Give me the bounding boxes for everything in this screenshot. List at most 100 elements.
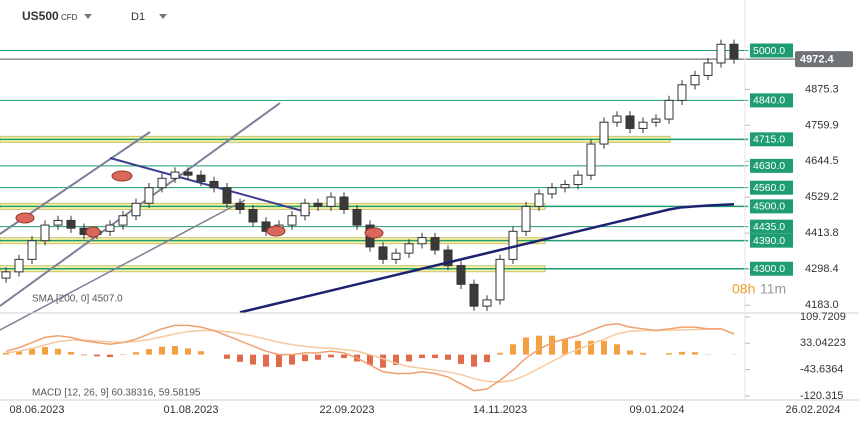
candle-body (54, 220, 62, 225)
candle-body (197, 175, 205, 181)
macd-histogram-bar (133, 352, 139, 354)
macd-histogram-bar (536, 336, 542, 355)
macd-histogram-bar (263, 355, 269, 367)
level-label: 5000.0 (753, 45, 785, 57)
macd-histogram-bar (250, 355, 256, 365)
macd-histogram-bar (666, 353, 672, 354)
macd-histogram-bar (159, 347, 165, 355)
macd-histogram-bar (614, 344, 620, 354)
y-tick-label: 4529.2 (805, 191, 839, 203)
candle-body (184, 172, 192, 175)
candle-body (704, 63, 712, 75)
level-label: 4300.0 (753, 263, 785, 275)
x-tick-label: 01.08.2023 (163, 404, 218, 416)
macd-histogram-bar (315, 355, 321, 360)
symbol[interactable]: US500 (22, 9, 59, 23)
macd-histogram-bar (523, 337, 529, 354)
macd-histogram-bar (29, 349, 35, 355)
marker (112, 171, 132, 181)
candle-body (119, 216, 127, 225)
macd-histogram-bar (341, 355, 347, 358)
macd-histogram-bar (224, 355, 230, 359)
macd-histogram-bar (419, 355, 425, 358)
macd-histogram-bar (627, 350, 633, 354)
macd-histogram-bar (640, 353, 646, 355)
candle-body (353, 209, 361, 225)
candle-body (28, 241, 36, 260)
candle-body (639, 122, 647, 128)
macd-histogram-bar (328, 355, 334, 358)
candle-body (496, 259, 504, 300)
level-label: 4500.0 (753, 201, 785, 213)
current-price-label: 4972.4 (800, 54, 835, 66)
macd-histogram-bar (94, 355, 100, 357)
y-tick-label: 4875.3 (805, 83, 839, 95)
macd-histogram-bar (107, 355, 113, 357)
macd-histogram-bar (484, 355, 490, 363)
macd-histogram-bar (237, 355, 243, 362)
candle-body (457, 266, 465, 285)
candle-body (158, 178, 166, 187)
candle-body (15, 259, 23, 271)
level-label: 4390.0 (753, 235, 785, 247)
level-label: 4630.0 (753, 160, 785, 172)
candle-body (379, 247, 387, 259)
macd-histogram-bar (562, 339, 568, 354)
macd-histogram-bar (549, 336, 555, 355)
y-tick-label: 109.7209 (800, 311, 846, 323)
sma-label: SMA [200, 0] 4507.0 (32, 294, 123, 305)
candle-body (574, 175, 582, 184)
candle-body (431, 238, 439, 250)
marker (267, 226, 285, 236)
candle-body (106, 225, 114, 231)
candle-body (2, 272, 10, 278)
candle-body (535, 194, 543, 206)
x-tick-label: 22.09.2023 (319, 404, 374, 416)
macd-histogram-bar (146, 349, 152, 355)
candle-body (249, 209, 257, 221)
macd-histogram-bar (198, 351, 204, 354)
candle-body (145, 188, 153, 204)
candle-body (613, 116, 621, 122)
marker (16, 213, 34, 223)
candle-body (132, 203, 140, 215)
candle-body (678, 85, 686, 101)
candle-body (730, 44, 738, 59)
candle-body (288, 216, 296, 225)
candle-body (301, 203, 309, 215)
macd-histogram-bar (497, 353, 503, 355)
instrument-kind: CFD (61, 13, 78, 22)
x-tick-label: 14.11.2023 (473, 404, 527, 416)
macd-histogram-bar (302, 355, 308, 362)
candle-body (41, 225, 49, 241)
candle-body (470, 284, 478, 306)
y-tick-label: 4298.4 (805, 263, 839, 275)
y-tick-label: 4759.9 (805, 119, 839, 131)
candle-body (171, 172, 179, 178)
candle-body (236, 203, 244, 209)
candle-body (522, 206, 530, 231)
macd-histogram-bar (679, 352, 685, 355)
timer-minutes: 11m (760, 281, 786, 297)
timeframe[interactable]: D1 (131, 11, 145, 23)
macd-histogram-bar (185, 348, 191, 354)
macd-histogram-bar (172, 346, 178, 355)
candle-body (327, 197, 335, 206)
macd-histogram-bar (692, 352, 698, 354)
macd-histogram-bar (406, 355, 412, 362)
candle-body (223, 188, 231, 204)
x-tick-label: 26.02.2024 (785, 404, 840, 416)
candle-body (548, 188, 556, 194)
candle-body (405, 244, 413, 253)
macd-histogram-bar (510, 344, 516, 354)
level-label: 4435.0 (753, 221, 785, 233)
x-tick-label: 09.01.2024 (629, 404, 684, 416)
candle-body (561, 185, 569, 188)
macd-histogram-bar (42, 347, 48, 355)
candle-body (418, 238, 426, 244)
candle-body (652, 119, 660, 122)
candle-body (67, 220, 75, 228)
macd-histogram-bar (445, 355, 451, 360)
y-tick-label: 4413.8 (805, 227, 839, 239)
